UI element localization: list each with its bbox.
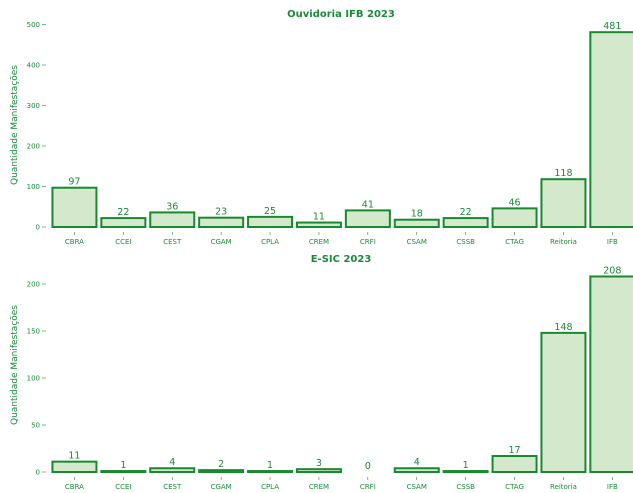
bar-cgam: [198, 216, 245, 228]
x-tick-label: Reitoria: [550, 238, 577, 246]
data-label: 36: [166, 201, 178, 212]
data-label: 23: [215, 207, 227, 218]
data-label: 2: [218, 459, 224, 470]
data-label: 11: [313, 212, 325, 223]
data-label: 208: [603, 265, 621, 276]
x-tick-label: CBRA: [65, 238, 84, 246]
x-tick-label: CREM: [309, 483, 329, 491]
bars: 11 CBRA 1 CCEI 4 CEST 2 CGAM 1 CPLA 3 CREM 0 CRFI 4 CSA…: [51, 265, 633, 491]
x-tick-label: CEST: [163, 238, 182, 246]
data-label: 1: [120, 460, 126, 471]
y-axis-ticks: 0 100 200 300 400 500: [27, 21, 46, 232]
y-tick-label: 100: [27, 183, 40, 191]
x-tick-label: CPLA: [261, 483, 279, 491]
data-label: 46: [509, 197, 521, 208]
bar-ifb: [589, 275, 633, 474]
y-tick-label: 300: [27, 102, 40, 110]
y-tick-label: 100: [27, 375, 40, 383]
y-axis-ticks: 0 50 100 150 200: [27, 281, 46, 477]
bar-crfi: [344, 209, 391, 229]
y-axis-label: Quantidade Manifestações: [10, 65, 20, 185]
x-tick-label: CRFI: [360, 238, 376, 246]
data-label: 118: [554, 168, 572, 179]
bar-reitoria: [540, 178, 587, 229]
bar-ctag: [491, 455, 538, 473]
bar-cest: [149, 467, 196, 473]
y-tick-label: 50: [31, 422, 40, 430]
x-tick-label: CGAM: [211, 483, 232, 491]
data-label: 25: [264, 206, 276, 217]
data-label: 481: [603, 21, 621, 32]
x-tick-label: CCEI: [115, 483, 131, 491]
bar-crem: [295, 468, 342, 473]
x-tick-label: CBRA: [65, 483, 84, 491]
x-tick-label: CCEI: [115, 238, 131, 246]
data-label: 4: [414, 457, 420, 468]
x-tick-label: CGAM: [211, 238, 232, 246]
bar-cssb: [442, 470, 489, 473]
bar-csam: [393, 218, 440, 229]
data-label: 4: [169, 457, 175, 468]
chart-ouvidoria: Ouvidoria IFB 2023 Quantidade Manifestaç…: [10, 9, 633, 246]
x-tick-label: IFB: [607, 238, 618, 246]
data-label: 11: [68, 451, 80, 462]
bar-cest: [149, 211, 196, 228]
bar-ifb: [589, 31, 633, 228]
y-tick-label: 400: [27, 62, 40, 70]
bar-cssb: [442, 217, 489, 228]
bar-cbra: [51, 460, 98, 474]
bar-ccei: [100, 470, 147, 473]
bars: 97 CBRA 22 CCEI 36 CEST 23 CGAM 25 CPLA 11 CREM 41 CR…: [51, 21, 633, 246]
x-tick-label: CSAM: [407, 238, 427, 246]
data-label: 148: [554, 322, 572, 333]
y-tick-label: 0: [36, 469, 40, 477]
bar-cgam: [198, 469, 245, 473]
x-tick-label: CPLA: [261, 238, 279, 246]
data-label: 41: [362, 199, 374, 210]
data-label: 1: [463, 460, 469, 471]
bar-cbra: [51, 186, 98, 228]
bar-crem: [295, 221, 342, 228]
bar-reitoria: [540, 331, 587, 473]
y-tick-label: 500: [27, 21, 40, 29]
y-tick-label: 0: [36, 224, 40, 232]
y-axis-label: Quantidade Manifestações: [10, 305, 20, 425]
data-label: 18: [411, 209, 423, 220]
bar-ctag: [491, 207, 538, 228]
data-label: 97: [68, 177, 80, 188]
bar-cpla: [247, 215, 294, 228]
bar-cpla: [247, 470, 294, 473]
x-tick-label: IFB: [607, 483, 618, 491]
x-tick-label: CRFI: [360, 483, 376, 491]
x-tick-label: Reitoria: [550, 483, 577, 491]
bar-ccei: [100, 217, 147, 228]
y-tick-label: 200: [27, 281, 40, 289]
x-tick-label: CREM: [309, 238, 329, 246]
x-tick-label: CEST: [163, 483, 182, 491]
x-tick-label: CSAM: [407, 483, 427, 491]
bar-csam: [393, 467, 440, 473]
x-tick-label: CTAG: [505, 483, 524, 491]
data-label: 22: [460, 207, 472, 218]
x-tick-label: CTAG: [505, 238, 524, 246]
data-label: 17: [509, 445, 521, 456]
x-tick-label: CSSB: [456, 238, 475, 246]
y-tick-label: 200: [27, 143, 40, 151]
data-label: 3: [316, 458, 322, 469]
y-tick-label: 150: [27, 328, 40, 336]
data-label: 1: [267, 460, 273, 471]
chart-title: E-SIC 2023: [311, 254, 372, 265]
x-tick-label: CSSB: [456, 483, 475, 491]
data-label: 22: [117, 207, 129, 218]
chart-title: Ouvidoria IFB 2023: [287, 9, 395, 20]
chart-esic: E-SIC 2023 Quantidade Manifestações 0 50 1…: [10, 254, 633, 491]
data-label: 0: [365, 461, 371, 472]
